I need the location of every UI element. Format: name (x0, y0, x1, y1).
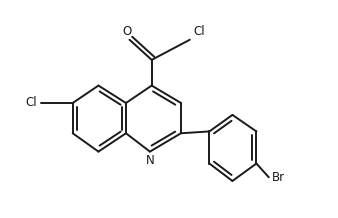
Text: O: O (122, 25, 131, 38)
Text: Cl: Cl (26, 97, 38, 109)
Text: Cl: Cl (193, 25, 205, 38)
Text: Br: Br (272, 171, 285, 184)
Text: N: N (146, 154, 154, 167)
